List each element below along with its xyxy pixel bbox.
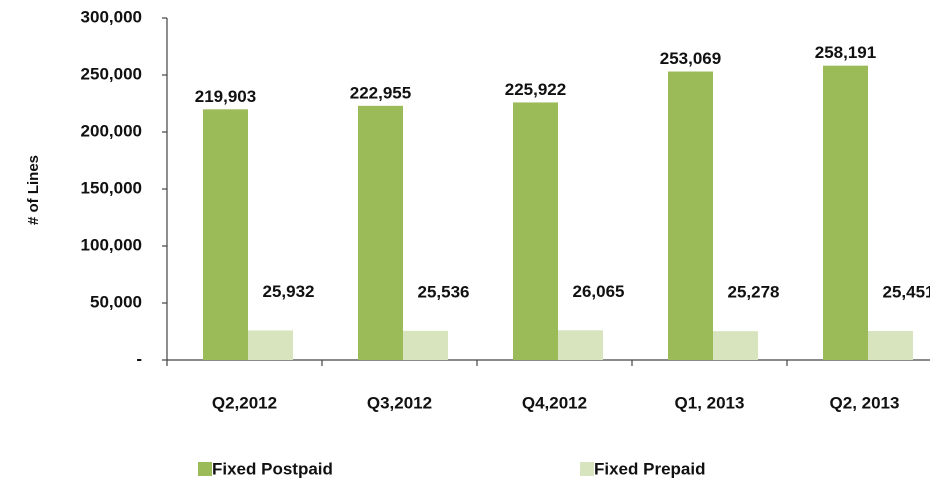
- legend-label: Fixed Prepaid: [594, 459, 705, 478]
- y-tick-label: -: [136, 349, 142, 368]
- bar: [713, 331, 758, 360]
- legend-swatch: [580, 462, 594, 476]
- data-label: 25,451: [883, 282, 930, 301]
- x-tick-label: Q4,2012: [522, 393, 587, 412]
- x-tick-label: Q1, 2013: [675, 393, 745, 412]
- data-label: 225,922: [505, 80, 566, 99]
- data-label: 253,069: [660, 49, 721, 68]
- y-tick-label: 50,000: [90, 292, 142, 311]
- bar: [513, 102, 558, 361]
- data-label: 25,278: [728, 283, 780, 302]
- y-tick-label: 250,000: [81, 64, 142, 83]
- bar: [868, 330, 913, 360]
- bar: [403, 330, 448, 360]
- bar: [668, 71, 713, 360]
- x-tick-label: Q2,2012: [212, 393, 277, 412]
- y-tick-label: 200,000: [81, 121, 142, 140]
- legend-swatch: [198, 462, 212, 476]
- bar: [823, 65, 868, 360]
- bar: [358, 105, 403, 360]
- data-label: 219,903: [195, 87, 256, 106]
- data-label: 26,065: [573, 282, 625, 301]
- data-label: 222,955: [350, 83, 411, 102]
- data-label: 25,932: [263, 282, 315, 301]
- bar: [558, 330, 603, 360]
- y-tick-label: 100,000: [81, 235, 142, 254]
- bar: [248, 330, 293, 360]
- x-tick-label: Q2, 2013: [830, 393, 900, 412]
- y-axis-label: # of Lines: [25, 155, 42, 225]
- data-label: 258,191: [815, 43, 876, 62]
- data-label: 25,536: [418, 282, 470, 301]
- legend-label: Fixed Postpaid: [212, 459, 333, 478]
- x-tick-label: Q3,2012: [367, 393, 432, 412]
- y-tick-label: 300,000: [81, 7, 142, 26]
- bar: [203, 109, 248, 360]
- y-tick-label: 150,000: [81, 178, 142, 197]
